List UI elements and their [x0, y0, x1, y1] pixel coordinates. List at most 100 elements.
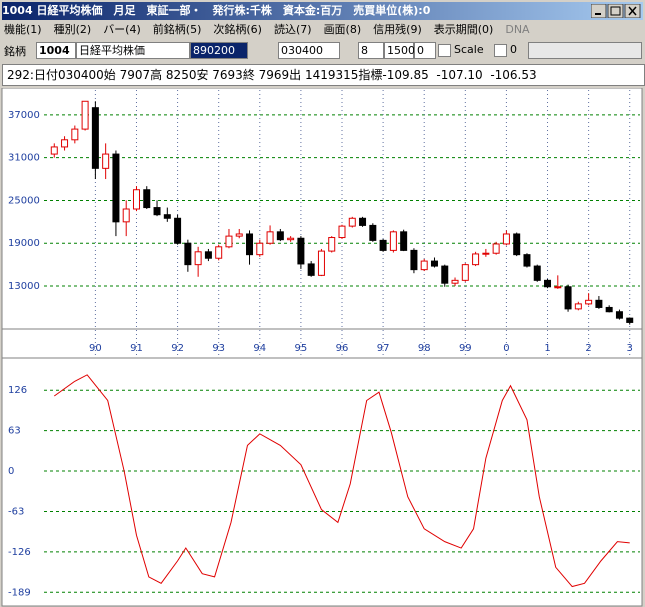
checkbox[interactable] — [494, 44, 507, 57]
field[interactable]: 1500 — [384, 42, 415, 59]
x-tick-label: 90 — [89, 343, 102, 354]
candle-body — [287, 237, 295, 241]
menu-item[interactable]: 種別(2) — [53, 23, 92, 36]
candle-body — [461, 264, 469, 281]
date-field[interactable]: 030400 — [278, 42, 340, 59]
candle-body — [605, 306, 613, 313]
date-field[interactable]: 890200 — [190, 42, 248, 59]
menu-bar: 機能(1) 種別(2) バー(4) 前銘柄(5) 次銘柄(6) 読込(7) 画面(8) 信用残… — [4, 22, 530, 38]
x-tick-label: 92 — [171, 343, 184, 354]
menu-item[interactable]: 画面(8) — [323, 23, 362, 36]
candle-body — [502, 233, 510, 245]
candle-body — [61, 139, 69, 148]
candle-body — [194, 251, 202, 266]
chart-area: 37000 31000 25000 19000 13000 90 91 92 93 94 95 96 9… — [1, 88, 643, 607]
code-field[interactable]: 1004 — [36, 42, 76, 59]
menu-item[interactable]: DNA — [505, 23, 530, 36]
candle-body — [81, 100, 89, 130]
menu-item[interactable]: 前銘柄(5) — [152, 23, 202, 36]
candle-body — [472, 253, 480, 266]
menu-item[interactable]: 読込(7) — [273, 23, 312, 36]
candle-body — [50, 146, 58, 155]
title-bar: 1004 日経平均株価 月足 東証一部・ 発行株:千株 資本金:百万 売買単位(… — [2, 2, 643, 20]
candle-body — [132, 189, 140, 210]
candle-body — [615, 311, 623, 319]
candle-body — [91, 107, 99, 169]
menu-item[interactable]: 機能(1) — [4, 23, 42, 36]
candle-body — [204, 251, 212, 259]
candle-body — [389, 231, 397, 251]
x-tick-label: 91 — [130, 343, 143, 354]
candle-body — [574, 303, 582, 310]
x-tick-label: 99 — [459, 343, 472, 354]
candle-body — [523, 254, 531, 267]
name-field[interactable]: 日経平均株価 — [76, 42, 190, 59]
candle-body — [400, 231, 408, 251]
candle-body — [492, 243, 500, 254]
candle-body — [379, 239, 387, 251]
menu-item[interactable]: バー(4) — [103, 23, 141, 36]
info-line: 292:日付030400始 7907高 8250安 7693終 7969出 14… — [2, 64, 645, 86]
toolbar: 銘柄 1004 日経平均株価 890200 030400 8 1500 0 Sc… — [2, 41, 643, 60]
candle-body — [544, 279, 552, 288]
candle-body — [338, 225, 346, 239]
y-tick-label: -63 — [8, 506, 24, 517]
candle-body — [153, 207, 161, 216]
candle-body — [564, 286, 572, 310]
candle-body — [441, 265, 449, 284]
scrollbar[interactable] — [528, 42, 642, 59]
window-controls[interactable] — [591, 4, 641, 18]
candle-body — [102, 153, 110, 169]
candle-body — [410, 249, 418, 271]
candle-body — [174, 217, 182, 244]
candle-body — [235, 233, 243, 237]
x-tick-label: 1 — [544, 343, 550, 354]
menu-item[interactable]: 次銘柄(6) — [213, 23, 262, 36]
candle-body — [585, 299, 593, 305]
candle-body — [430, 260, 438, 267]
candle-body — [451, 279, 459, 284]
candle-body — [595, 299, 603, 308]
label: 0 — [510, 43, 517, 56]
x-tick-label: 96 — [336, 343, 349, 354]
window-title: 1004 日経平均株価 月足 東証一部・ 発行株:千株 資本金:百万 売買単位(… — [2, 4, 431, 17]
x-tick-label: 0 — [503, 343, 509, 354]
label: Scale — [454, 43, 484, 56]
y-tick-label: 126 — [8, 385, 27, 396]
candle-body — [554, 286, 562, 289]
y-tick-label: 0 — [8, 466, 14, 477]
candle-body — [246, 233, 254, 256]
y-tick-label: -189 — [8, 587, 31, 598]
candle-body — [317, 250, 325, 276]
y-tick-label: 31000 — [8, 153, 40, 164]
candle-body — [420, 260, 428, 271]
x-tick-label: 93 — [212, 343, 225, 354]
candle-body — [215, 246, 223, 259]
checkbox[interactable] — [438, 44, 451, 57]
candle-body — [533, 265, 541, 281]
candle-body — [256, 242, 264, 256]
candle-body — [626, 317, 634, 323]
menu-item[interactable]: 表示期間(0) — [433, 23, 494, 36]
x-tick-label: 2 — [585, 343, 591, 354]
x-tick-label: 98 — [418, 343, 431, 354]
x-tick-label: 3 — [627, 343, 633, 354]
field[interactable]: 0 — [414, 42, 436, 59]
y-tick-label: 19000 — [8, 238, 40, 249]
menu-item[interactable]: 信用残(9) — [373, 23, 422, 36]
candle-body — [297, 237, 305, 265]
candle-body — [482, 252, 490, 255]
candle-body — [276, 231, 284, 241]
candle-body — [307, 263, 315, 276]
candle-body — [163, 214, 171, 219]
field[interactable]: 8 — [358, 42, 384, 59]
x-tick-label: 94 — [253, 343, 266, 354]
oscillator-line — [53, 374, 630, 588]
y-tick-label: -126 — [8, 547, 31, 558]
label: 銘柄 — [4, 45, 26, 58]
y-tick-label: 37000 — [8, 110, 40, 121]
x-tick-label: 95 — [295, 343, 308, 354]
candle-body — [122, 208, 130, 223]
y-tick-label: 63 — [8, 426, 21, 437]
